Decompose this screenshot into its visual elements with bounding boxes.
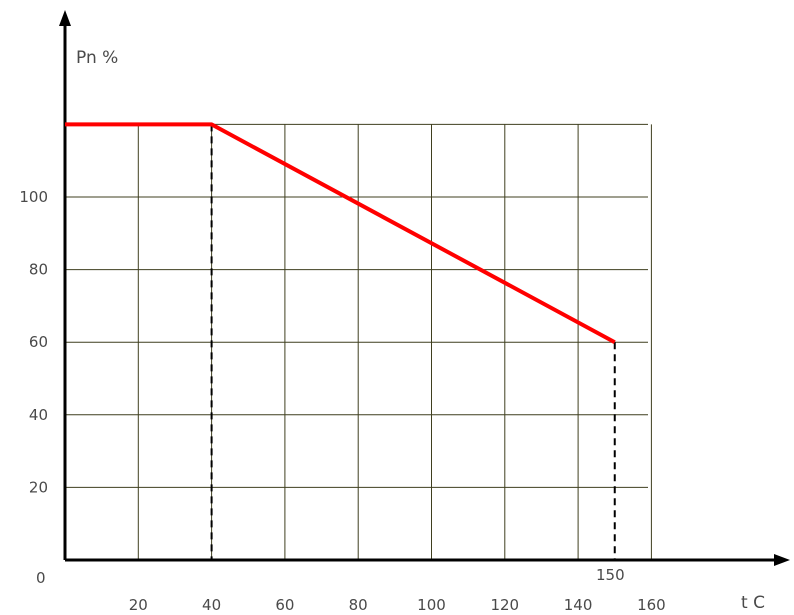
tick-labels: 20 40 60 80 100 120 140 160 20 40 60 80 100 <box>19 188 665 614</box>
x-marker-label-150: 150 <box>596 566 625 584</box>
x-tick-label-60: 60 <box>275 596 294 614</box>
guide-lines <box>210 124 616 560</box>
grid <box>65 123 652 560</box>
x-tick-label-160: 160 <box>637 596 666 614</box>
series-line-0 <box>65 122 616 344</box>
x-axis-title: t C <box>741 593 765 613</box>
x-tick-label-100: 100 <box>417 596 446 614</box>
y-tick-label-80: 80 <box>29 261 48 279</box>
axes <box>59 10 790 566</box>
y-tick-label-60: 60 <box>29 333 48 351</box>
y-axis-title: Pn % <box>76 48 118 68</box>
x-tick-label-40: 40 <box>202 596 221 614</box>
origin-label: 0 <box>36 569 46 587</box>
y-tick-label-20: 20 <box>29 478 48 496</box>
x-tick-label-20: 20 <box>129 596 148 614</box>
x-tick-label-80: 80 <box>349 596 368 614</box>
x-tick-label-140: 140 <box>564 596 593 614</box>
y-axis-arrow-icon <box>59 10 71 26</box>
x-axis-arrow-icon <box>774 554 790 566</box>
y-tick-label-100: 100 <box>19 188 48 206</box>
x-tick-label-120: 120 <box>490 596 519 614</box>
y-tick-label-40: 40 <box>29 406 48 424</box>
series-layer <box>65 122 616 344</box>
